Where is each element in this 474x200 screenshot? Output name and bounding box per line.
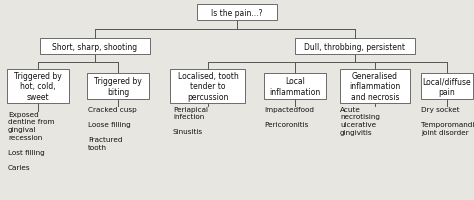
Text: Acute
necrotising
ulcerative
gingivitis: Acute necrotising ulcerative gingivitis [340, 106, 380, 135]
Text: Exposed
dentine from
gingival
recession

Lost filling

Caries: Exposed dentine from gingival recession … [8, 111, 55, 170]
Text: Cracked cusp

Loose filling

Fractured
tooth: Cracked cusp Loose filling Fractured too… [88, 106, 137, 150]
FancyBboxPatch shape [421, 74, 473, 100]
Text: Local/diffuse
pain: Local/diffuse pain [423, 77, 471, 96]
Text: Triggered by
biting: Triggered by biting [94, 77, 142, 96]
Text: Periapical
infection

Sinusitis: Periapical infection Sinusitis [173, 106, 208, 135]
Text: Generalised
inflammation
and necrosis: Generalised inflammation and necrosis [349, 71, 401, 102]
Text: Dry socket

Temporomandibular
joint disorder: Dry socket Temporomandibular joint disor… [421, 106, 474, 135]
FancyBboxPatch shape [7, 70, 69, 103]
FancyBboxPatch shape [40, 39, 150, 55]
FancyBboxPatch shape [340, 70, 410, 103]
FancyBboxPatch shape [87, 74, 149, 100]
Text: Short, sharp, shooting: Short, sharp, shooting [53, 42, 137, 51]
FancyBboxPatch shape [264, 74, 326, 100]
Text: Local
inflammation: Local inflammation [269, 77, 320, 96]
FancyBboxPatch shape [295, 39, 415, 55]
Text: Localised, tooth
tender to
percussion: Localised, tooth tender to percussion [178, 71, 238, 102]
Text: Dull, throbbing, persistent: Dull, throbbing, persistent [304, 42, 405, 51]
Text: Triggered by
hot, cold,
sweet: Triggered by hot, cold, sweet [14, 71, 62, 102]
FancyBboxPatch shape [171, 70, 246, 103]
Text: Is the pain...?: Is the pain...? [211, 8, 263, 17]
FancyBboxPatch shape [197, 5, 277, 21]
Text: Impactedfood

Pericoronitis: Impactedfood Pericoronitis [264, 106, 314, 127]
